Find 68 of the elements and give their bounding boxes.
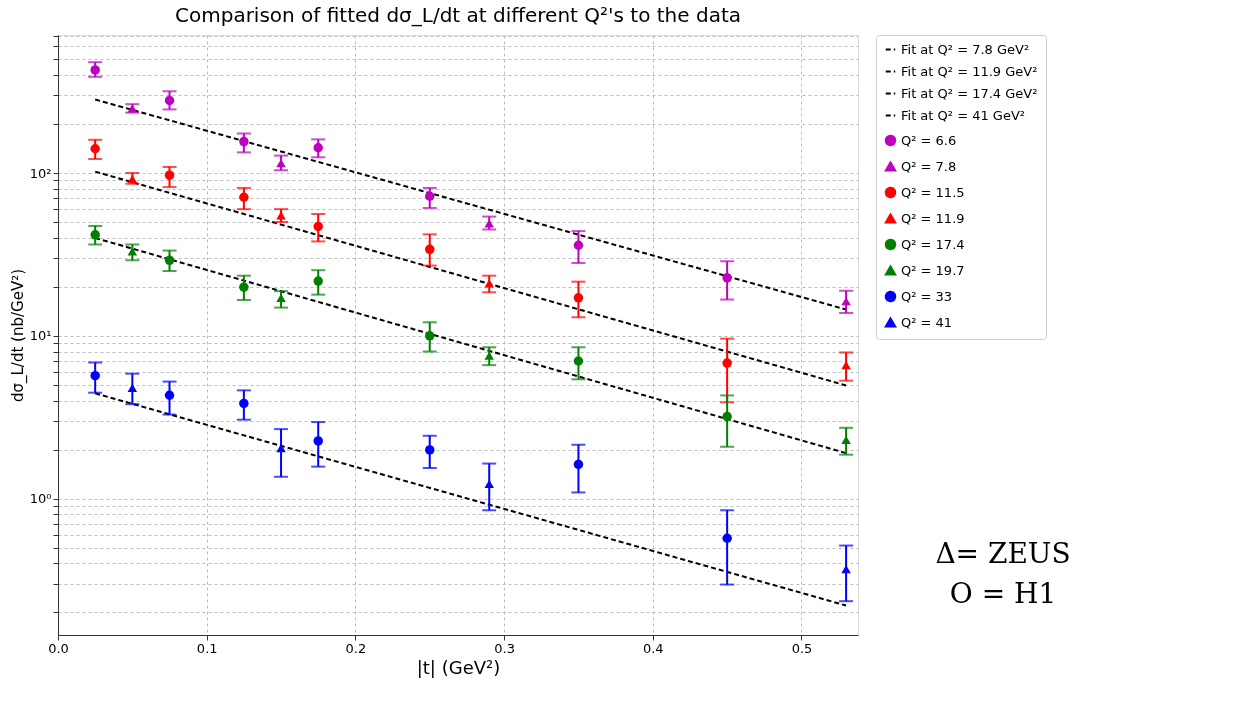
legend-label: Q² = 11.9: [901, 210, 965, 226]
x-tick-label: 0.4: [642, 640, 664, 656]
point: [127, 247, 138, 256]
point: [313, 276, 323, 286]
legend-label: Fit at Q² = 7.8 GeV²: [901, 41, 1030, 57]
point: [425, 191, 435, 201]
x-axis-title: |t| (GeV²): [416, 656, 501, 678]
y-tick-label: 10¹: [29, 328, 52, 344]
point: [841, 435, 851, 445]
point: [276, 293, 286, 302]
point: [425, 244, 435, 255]
legend-label: Fit at Q² = 11.9 GeV²: [901, 63, 1038, 79]
point: [276, 211, 286, 220]
legend-label: Fit at Q² = 17.4 GeV²: [901, 85, 1038, 101]
point: [841, 565, 851, 574]
x-tick-label: 0.3: [494, 640, 515, 656]
point: [484, 219, 494, 228]
point: [425, 445, 435, 455]
point: [90, 144, 100, 154]
legend-label: Q² = 17.4: [901, 236, 965, 252]
point: [164, 95, 175, 106]
point: [573, 293, 584, 303]
y-axis-title: dσ_L/dt (nb/GeV²): [8, 268, 28, 403]
point: [722, 533, 732, 543]
y-tick-label: 10²: [29, 165, 52, 181]
x-tick-label: 0.1: [196, 640, 218, 656]
point: [90, 370, 100, 381]
point: [239, 398, 249, 409]
point: [313, 143, 323, 153]
point: [484, 479, 494, 488]
point: [127, 383, 138, 392]
point: [573, 356, 584, 366]
point: [722, 358, 732, 368]
point: [164, 390, 175, 400]
point: [90, 65, 100, 75]
point: [239, 192, 249, 202]
point: [239, 282, 249, 292]
legend-label: Q² = 33: [901, 288, 953, 304]
chart-title: Comparison of fitted dσ_L/dt at different Q²'s to the data: [175, 2, 741, 27]
point: [484, 279, 494, 288]
x-tick-label: 0.0: [48, 640, 69, 656]
x-tick-label: 0.5: [791, 640, 813, 656]
point: [164, 255, 175, 266]
text: O = H1: [949, 577, 1057, 610]
point: [313, 221, 323, 232]
point: [276, 444, 286, 453]
point: [722, 411, 732, 422]
legend-label: Fit at Q² = 41 GeV²: [901, 107, 1026, 123]
legend-label: Q² = 6.6: [901, 132, 957, 148]
point: [239, 136, 249, 147]
legend-label: Q² = 7.8: [901, 158, 957, 174]
text: Δ= ZEUS: [935, 537, 1071, 570]
point: [841, 361, 851, 370]
x-tick-label: 0.2: [345, 640, 367, 656]
point: [573, 459, 584, 470]
point: [164, 170, 175, 180]
point: [722, 273, 732, 283]
point: [484, 351, 494, 360]
point: [573, 240, 584, 250]
point: [425, 331, 435, 341]
point: [841, 297, 851, 306]
legend-label: Q² = 41: [901, 314, 953, 330]
point: [90, 230, 100, 240]
point: [276, 159, 286, 168]
point: [313, 436, 323, 446]
legend-label: Q² = 11.5: [901, 184, 965, 200]
y-tick-label: 10⁰: [29, 491, 52, 507]
legend-label: Q² = 19.7: [901, 262, 965, 278]
